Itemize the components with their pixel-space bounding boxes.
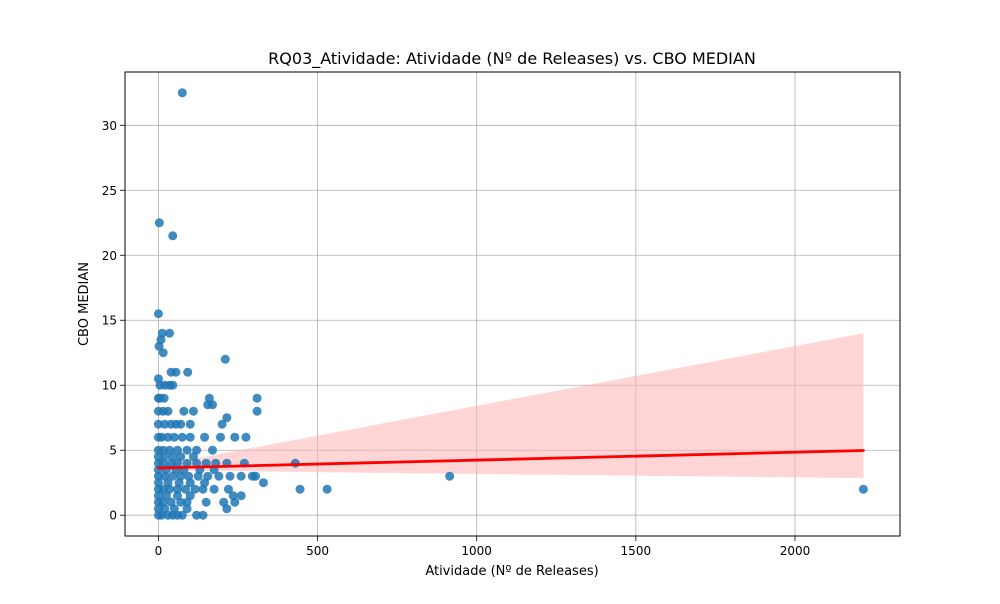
data-point — [322, 484, 332, 494]
data-point — [182, 445, 192, 455]
data-point — [157, 510, 167, 520]
data-point — [173, 484, 183, 494]
data-point — [158, 348, 168, 358]
data-point — [180, 484, 190, 494]
data-point — [252, 393, 262, 403]
y-tick-label: 20 — [102, 249, 117, 263]
data-point — [208, 400, 218, 410]
data-point — [223, 484, 233, 494]
data-point — [201, 497, 211, 507]
data-point — [185, 419, 195, 429]
data-point — [241, 432, 251, 442]
data-point — [252, 406, 262, 416]
regression-line-group — [157, 449, 865, 470]
axis-ticks: 0 500 1000 1500 2000 0 5 10 15 20 25 30 — [102, 119, 811, 558]
data-point — [160, 419, 170, 429]
data-point — [169, 432, 179, 442]
data-point — [153, 419, 163, 429]
y-tick-label: 5 — [109, 444, 117, 458]
data-point — [200, 432, 210, 442]
data-point — [445, 471, 455, 481]
confidence-band — [158, 333, 864, 479]
plot-frame — [124, 71, 901, 537]
data-point — [198, 484, 208, 494]
data-point — [153, 478, 163, 488]
y-tick-label: 25 — [102, 184, 117, 198]
data-point — [258, 478, 268, 488]
data-point — [165, 328, 175, 338]
data-point — [215, 432, 225, 442]
data-point — [208, 445, 218, 455]
data-point — [153, 309, 163, 319]
data-point — [220, 354, 230, 364]
data-point — [230, 497, 240, 507]
data-point — [236, 471, 246, 481]
data-point — [182, 497, 192, 507]
data-point — [177, 432, 187, 442]
x-tick-label: 500 — [306, 544, 329, 558]
data-point — [168, 231, 178, 241]
y-tick-label: 0 — [109, 509, 117, 523]
data-point — [185, 432, 195, 442]
data-point — [183, 367, 193, 377]
x-tick-label: 2000 — [780, 544, 811, 558]
data-point — [217, 419, 227, 429]
data-point — [159, 393, 169, 403]
data-point — [192, 510, 202, 520]
data-point — [153, 491, 163, 501]
data-point — [176, 419, 186, 429]
data-point — [177, 510, 187, 520]
data-point — [222, 413, 232, 423]
regression-line — [157, 449, 865, 470]
data-point — [165, 380, 175, 390]
data-point — [236, 491, 246, 501]
y-tick-label: 30 — [102, 119, 117, 133]
data-point — [193, 471, 203, 481]
data-point — [166, 458, 176, 468]
confidence-interval-band — [158, 333, 864, 479]
y-tick-label: 10 — [102, 379, 117, 393]
x-axis-label: Atividade (Nº de Releases) — [425, 564, 598, 579]
x-tick-label: 1000 — [461, 544, 492, 558]
y-axis-label: CBO MEDIAN — [77, 262, 92, 346]
x-tick-label: 1500 — [621, 544, 652, 558]
y-tick-label: 15 — [102, 314, 117, 328]
data-point — [225, 471, 235, 481]
data-point — [154, 218, 164, 228]
data-point — [176, 497, 186, 507]
chart-title: RQ03_Atividade: Atividade (Nº de Release… — [268, 49, 756, 69]
data-point — [182, 504, 192, 514]
data-point — [163, 406, 173, 416]
data-point — [222, 504, 232, 514]
data-point — [190, 484, 200, 494]
data-point — [153, 471, 163, 481]
data-point — [154, 341, 164, 351]
data-point — [214, 471, 224, 481]
data-point — [171, 367, 181, 377]
data-point — [168, 471, 178, 481]
data-point — [185, 478, 195, 488]
x-tick-label: 0 — [155, 544, 163, 558]
data-point — [230, 432, 240, 442]
data-point — [250, 471, 260, 481]
data-point — [163, 432, 173, 442]
data-point — [179, 406, 189, 416]
data-point — [209, 484, 219, 494]
data-points — [153, 88, 868, 520]
data-point — [858, 484, 868, 494]
data-point — [177, 88, 187, 98]
data-point — [295, 484, 305, 494]
data-point — [188, 406, 198, 416]
data-point — [153, 452, 163, 462]
data-point — [157, 432, 167, 442]
data-point — [198, 510, 208, 520]
